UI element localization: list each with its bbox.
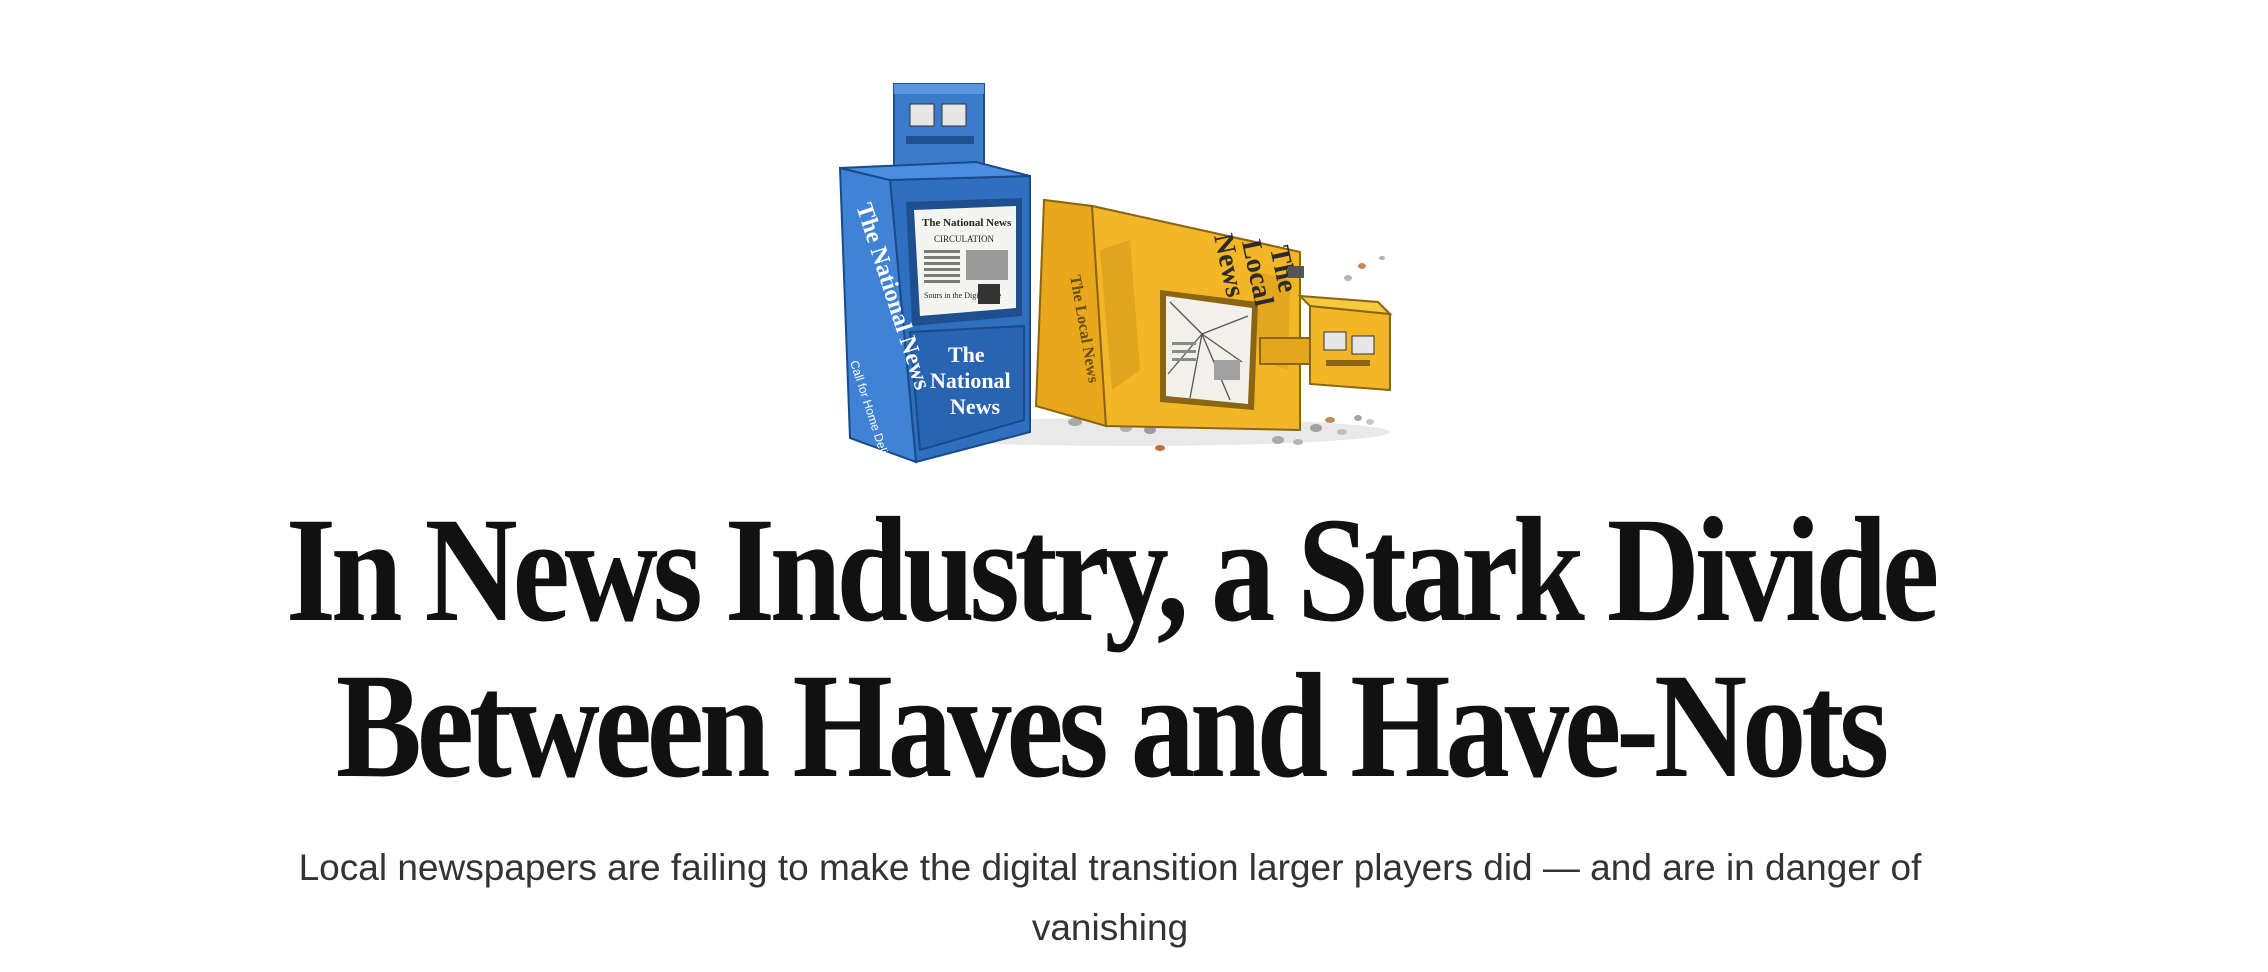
article-headline: In News Industry, a Stark Divide Between… xyxy=(285,487,1940,809)
window-paper-columns xyxy=(924,250,1008,283)
door-name-line-3: News xyxy=(950,394,1001,419)
newspaper-boxes-illustration: The National News CIRCULATION Sours in t… xyxy=(838,83,1393,470)
window-paper-masthead: The National News xyxy=(922,217,1012,229)
window-paper-headline: CIRCULATION xyxy=(934,234,994,244)
door-name-line-2: National xyxy=(930,368,1011,393)
article-dek: Local newspapers are failing to make the… xyxy=(298,847,1922,948)
door-name-line-1: The xyxy=(948,342,985,367)
window-paper-caption: Sours in the Digital Age xyxy=(924,291,1002,300)
local-window-paper-columns xyxy=(1172,342,1240,380)
national-news-box: The National News CIRCULATION Sours in t… xyxy=(838,83,1031,470)
local-news-box: The Local News The Local News xyxy=(1034,198,1393,432)
